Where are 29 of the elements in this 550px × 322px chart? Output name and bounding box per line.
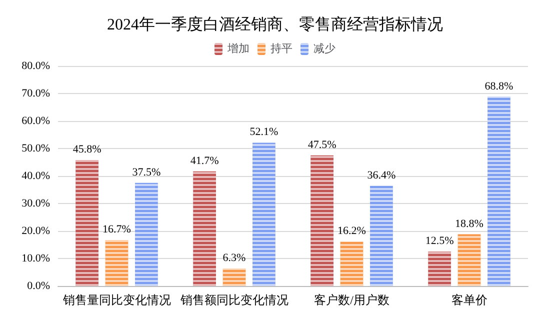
x-tick-label: 客户数/用户数	[314, 293, 390, 307]
legend-label: 增加	[226, 42, 250, 55]
data-label: 6.3%	[222, 252, 246, 264]
legend-label: 持平	[270, 43, 292, 55]
chart-title: 2024年一季度白酒经销商、零售商经营指标情况	[107, 16, 443, 34]
legend-label: 减少	[314, 42, 336, 55]
data-label: 36.4%	[367, 169, 396, 182]
y-tick-label: 80.0%	[22, 60, 50, 72]
y-tick-label: 20.0%	[22, 225, 50, 237]
data-label: 37.5%	[132, 166, 161, 178]
y-tick-label: 60.0%	[22, 115, 50, 127]
data-label: 45.8%	[72, 144, 102, 156]
data-label: 12.5%	[425, 235, 454, 248]
x-tick-label: 销售量同比变化情况	[62, 293, 171, 307]
y-tick-label: 40.0%	[22, 170, 50, 182]
data-label: 41.7%	[190, 154, 219, 167]
y-tick-label: 10.0%	[22, 252, 50, 264]
y-tick-label: 30.0%	[22, 198, 50, 210]
y-tick-label: 50.0%	[22, 142, 50, 154]
x-tick-label: 销售额同比变化情况	[179, 293, 288, 307]
y-tick-label: 70.0%	[22, 88, 50, 100]
data-label: 68.8%	[484, 80, 514, 92]
data-label: 16.7%	[102, 224, 131, 236]
y-tick-label: 0.0%	[27, 280, 50, 292]
data-label: 47.5%	[308, 138, 336, 151]
x-tick-label: 客单价	[451, 293, 488, 307]
data-label: 52.1%	[250, 126, 278, 138]
data-label: 18.8%	[455, 218, 484, 230]
data-label: 16.2%	[338, 224, 366, 237]
